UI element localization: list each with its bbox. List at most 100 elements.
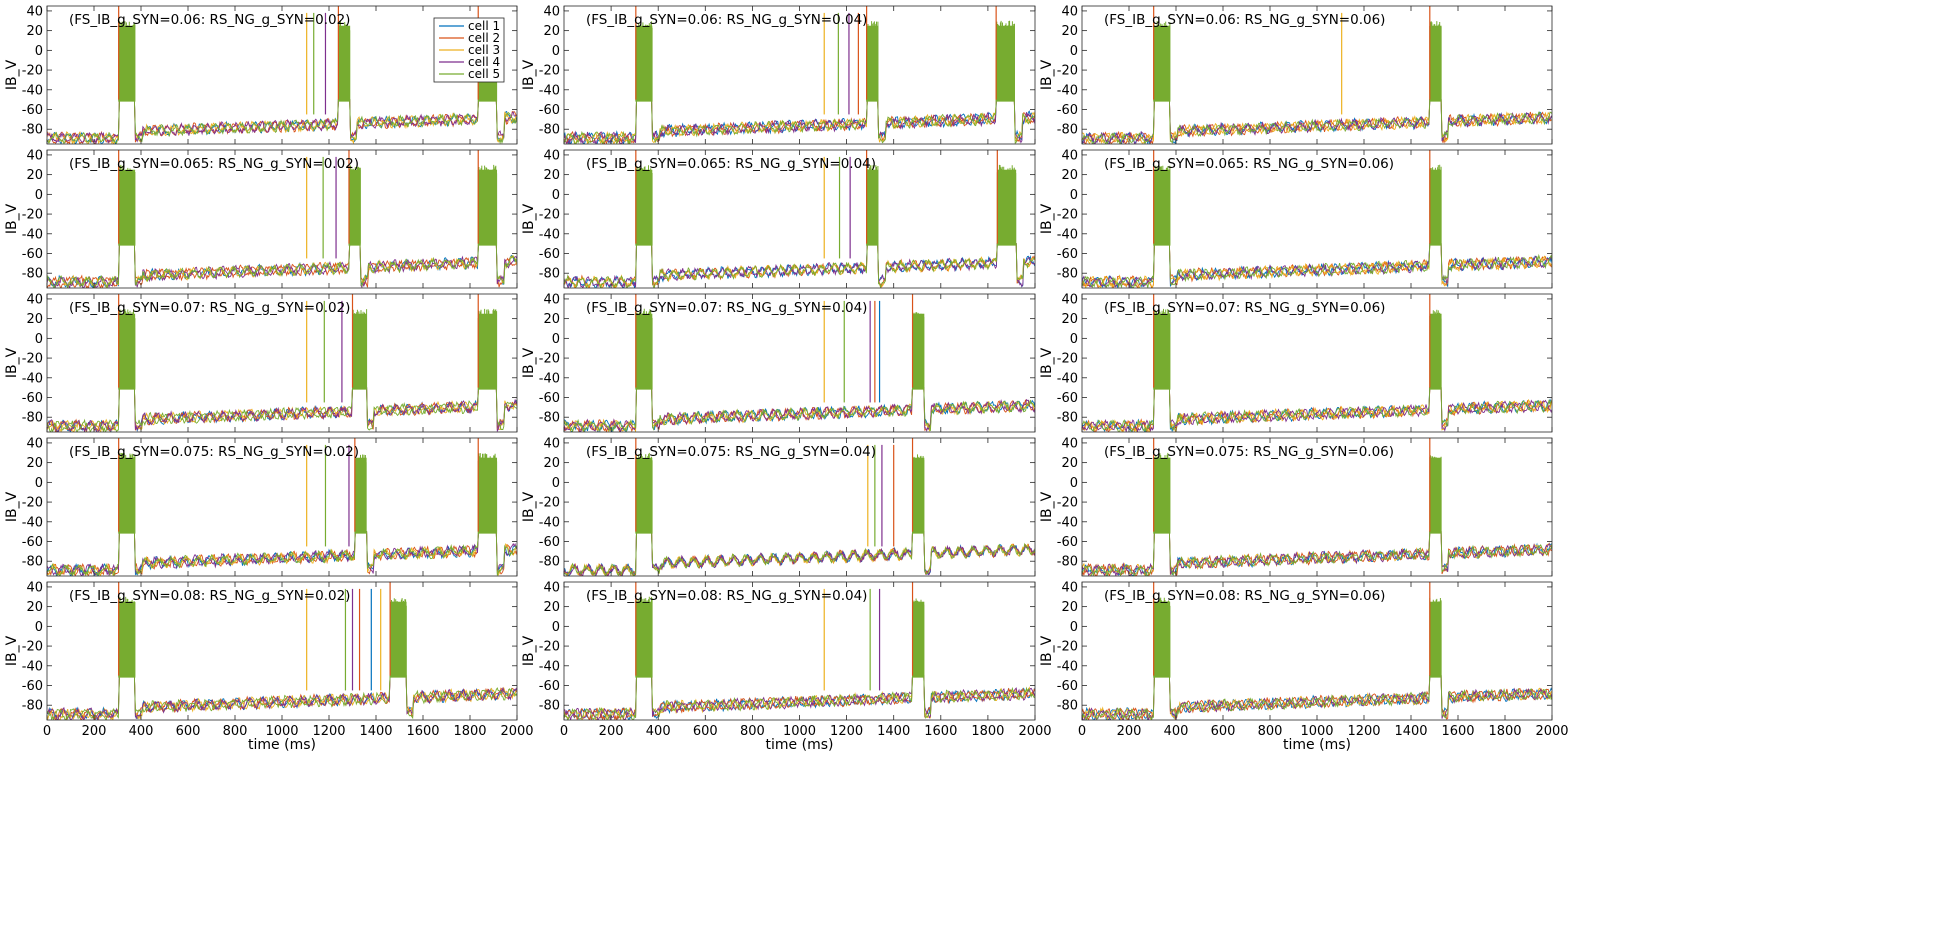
plot-area — [564, 150, 1035, 288]
y-tick-label: 40 — [543, 4, 560, 19]
y-tick-label: 40 — [1061, 148, 1078, 163]
y-tick-label: -40 — [1057, 659, 1078, 674]
x-tick-label: 1200 — [312, 724, 345, 739]
y-axis-label: IB_V — [1039, 635, 1055, 666]
y-tick-label: -20 — [539, 208, 560, 223]
panel-title: (FS_IB_g_SYN=0.08: RS_NG_g_SYN=0.06) — [1104, 588, 1385, 604]
x-tick-label: 0 — [1078, 724, 1086, 739]
y-tick-label: 0 — [1070, 188, 1078, 203]
plot-area — [1082, 150, 1552, 288]
y-tick-label: -60 — [22, 391, 43, 406]
y-tick-label: -60 — [539, 247, 560, 262]
y-tick-label: 20 — [543, 24, 560, 39]
panel-title: (FS_IB_g_SYN=0.075: RS_NG_g_SYN=0.02) — [69, 444, 359, 460]
panel-title: (FS_IB_g_SYN=0.06: RS_NG_g_SYN=0.02) — [69, 12, 350, 28]
y-tick-label: 20 — [1061, 312, 1078, 327]
y-tick-label: -80 — [22, 555, 43, 570]
x-tick-label: 800 — [223, 724, 248, 739]
y-tick-label: -60 — [539, 103, 560, 118]
plot-area — [564, 582, 1035, 720]
x-tick-label: 200 — [1117, 724, 1142, 739]
y-tick-label: -60 — [22, 103, 43, 118]
y-tick-label: -80 — [539, 267, 560, 282]
y-tick-label: -80 — [1057, 411, 1078, 426]
legend-entry: cell 4 — [468, 55, 500, 69]
y-tick-label: 20 — [26, 312, 43, 327]
y-tick-label: 40 — [543, 436, 560, 451]
y-axis-label: IB_V — [4, 59, 20, 90]
y-tick-label: -80 — [1057, 555, 1078, 570]
y-tick-label: -60 — [22, 247, 43, 262]
y-axis-label: IB_V — [1039, 491, 1055, 522]
y-tick-label: 0 — [35, 44, 43, 59]
y-tick-label: 0 — [552, 44, 560, 59]
x-tick-label: 400 — [129, 724, 154, 739]
y-tick-label: -20 — [1057, 352, 1078, 367]
burst-spikes — [1429, 597, 1442, 678]
y-tick-label: -40 — [539, 371, 560, 386]
x-tick-label: 800 — [740, 724, 765, 739]
y-tick-label: -80 — [1057, 267, 1078, 282]
panel-title: (FS_IB_g_SYN=0.06: RS_NG_g_SYN=0.06) — [1104, 12, 1385, 28]
y-tick-label: -80 — [539, 555, 560, 570]
plot-area — [47, 438, 517, 576]
y-tick-label: -80 — [539, 123, 560, 138]
y-axis-label: IB_V — [4, 635, 20, 666]
y-tick-label: -60 — [539, 679, 560, 694]
y-tick-label: -40 — [539, 83, 560, 98]
burst-spikes — [866, 165, 879, 246]
y-axis-label: IB_V — [521, 203, 537, 234]
y-axis-label: IB_V — [4, 347, 20, 378]
panel-3: 40 20 0 -20 -40 -60 -80 IB_V (FS_IB_g_SYN=0.06: … — [1039, 4, 1553, 145]
burst-spikes — [348, 165, 361, 246]
y-axis-label: IB_V — [4, 491, 20, 522]
y-tick-label: 0 — [35, 188, 43, 203]
y-tick-label: -20 — [1057, 640, 1078, 655]
x-tick-label: 1400 — [1394, 724, 1427, 739]
y-tick-label: 40 — [26, 148, 43, 163]
y-tick-label: 40 — [543, 580, 560, 595]
y-tick-label: -60 — [1057, 391, 1078, 406]
plot-area — [1082, 294, 1552, 432]
burst-spikes — [635, 21, 653, 102]
y-tick-label: -40 — [22, 227, 43, 242]
burst-spikes — [477, 453, 498, 534]
x-tick-label: 1000 — [1300, 724, 1333, 739]
y-axis-label: IB_V — [1039, 59, 1055, 90]
y-tick-label: -40 — [1057, 371, 1078, 386]
x-tick-label: 200 — [82, 724, 107, 739]
panel-title: (FS_IB_g_SYN=0.075: RS_NG_g_SYN=0.04) — [586, 444, 876, 460]
y-tick-label: 20 — [26, 168, 43, 183]
y-tick-label: -40 — [22, 83, 43, 98]
panel-2: 40 20 0 -20 -40 -60 -80 IB_V (FS_IB_g_SYN=0.06: … — [521, 4, 1036, 145]
x-axis-label: time (ms) — [766, 737, 834, 753]
y-tick-label: 20 — [543, 600, 560, 615]
y-tick-label: -20 — [22, 208, 43, 223]
burst-spikes — [912, 312, 925, 390]
x-tick-label: 1600 — [406, 724, 439, 739]
burst-spikes — [912, 598, 925, 678]
trace-cell-4 — [564, 531, 1035, 576]
panel-10: 40 20 0 -20 -40 -60 -80 IB_V (FS_IB_g_SYN=0.075:… — [4, 436, 518, 577]
y-axis-label: IB_V — [521, 347, 537, 378]
y-tick-label: 0 — [35, 476, 43, 491]
y-tick-label: 20 — [543, 456, 560, 471]
y-tick-label: -80 — [22, 411, 43, 426]
panel-title: (FS_IB_g_SYN=0.07: RS_NG_g_SYN=0.04) — [586, 300, 867, 316]
panel-title: (FS_IB_g_SYN=0.075: RS_NG_g_SYN=0.06) — [1104, 444, 1394, 460]
y-tick-label: -40 — [539, 659, 560, 674]
y-tick-label: 20 — [543, 312, 560, 327]
y-tick-label: -60 — [1057, 535, 1078, 550]
burst-spikes — [635, 165, 653, 246]
panel-title: (FS_IB_g_SYN=0.07: RS_NG_g_SYN=0.06) — [1104, 300, 1385, 316]
panel-title: (FS_IB_g_SYN=0.08: RS_NG_g_SYN=0.04) — [586, 588, 867, 604]
y-tick-label: 0 — [1070, 476, 1078, 491]
burst-spikes — [866, 21, 879, 102]
panel-title: (FS_IB_g_SYN=0.065: RS_NG_g_SYN=0.04) — [586, 156, 876, 172]
y-tick-label: -80 — [22, 123, 43, 138]
x-tick-label: 400 — [646, 724, 671, 739]
burst-spikes — [354, 454, 367, 534]
y-tick-label: -80 — [539, 699, 560, 714]
x-tick-label: 600 — [176, 724, 201, 739]
